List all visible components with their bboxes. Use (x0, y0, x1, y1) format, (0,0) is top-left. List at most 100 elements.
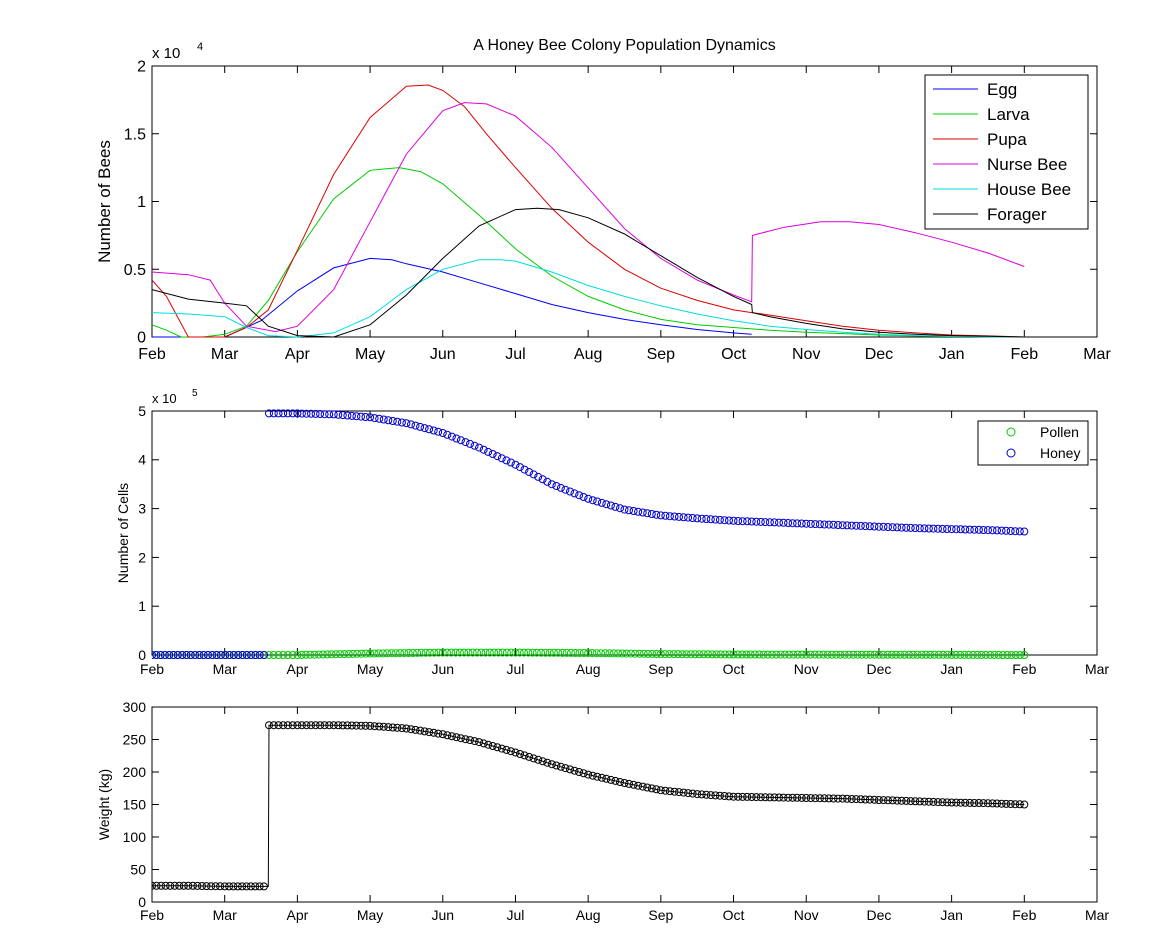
data-point-weight (161, 881, 170, 890)
data-point-weight (211, 882, 220, 891)
data-point-honey (775, 518, 783, 527)
data-point-weight (947, 798, 956, 807)
data-point-weight (974, 799, 983, 807)
data-point-honey (320, 410, 329, 419)
x-tick-label: Apr (285, 346, 311, 363)
data-point-honey (511, 460, 520, 469)
x-tick-label: Jan (940, 661, 963, 677)
data-point-pollen (969, 650, 977, 659)
legend-label-nurse-bee: Nurse Bee (987, 155, 1067, 174)
data-point-honey (588, 496, 597, 505)
data-point-honey (543, 477, 552, 486)
data-point-weight (856, 795, 865, 804)
data-point-weight (329, 721, 338, 730)
data-point-honey (861, 522, 870, 531)
data-point-weight (246, 882, 255, 891)
data-point-weight (416, 726, 425, 735)
data-point-pollen (314, 650, 323, 659)
data-point-weight (829, 794, 838, 803)
data-point-honey (765, 518, 774, 527)
data-point-pollen (810, 650, 819, 659)
data-point-honey (593, 497, 602, 506)
data-point-pollen (575, 649, 584, 657)
data-point-honey (579, 493, 588, 501)
data-point-weight (756, 793, 765, 802)
data-point-honey (370, 414, 379, 423)
data-point-honey (447, 432, 456, 441)
data-point-pollen (712, 650, 721, 659)
data-point-weight (493, 743, 502, 752)
data-point-honey (288, 409, 297, 418)
data-point-honey (570, 489, 579, 498)
data-point-weight (397, 724, 406, 733)
data-point-pollen (900, 650, 909, 659)
data-point-honey (479, 445, 488, 454)
data-point-pollen (994, 650, 1003, 659)
data-point-pollen (951, 650, 960, 659)
data-point-weight (984, 799, 992, 808)
data-point-pollen (678, 650, 687, 659)
x-tick-label: Mar (1085, 907, 1109, 923)
data-point-weight (179, 881, 188, 890)
data-point-honey (920, 524, 929, 533)
data-point-pollen (306, 650, 315, 659)
data-point-honey (283, 409, 292, 418)
data-point-weight (793, 793, 802, 802)
y-tick-label: 1.5 (124, 126, 146, 143)
data-point-pollen (947, 650, 956, 659)
data-point-weight (743, 792, 752, 801)
data-point-honey (384, 416, 393, 425)
data-point-honey (182, 651, 191, 659)
data-point-weight (643, 783, 652, 792)
data-point-honey (997, 526, 1006, 535)
data-point-honey (611, 502, 620, 511)
data-point-weight (157, 881, 166, 890)
data-point-pollen (793, 650, 802, 659)
data-point-pollen (652, 650, 661, 658)
y-tick-label: 1 (137, 194, 146, 211)
data-point-pollen (819, 650, 828, 659)
data-point-pollen (960, 650, 969, 659)
data-point-weight (820, 794, 829, 803)
data-point-honey (379, 415, 388, 424)
data-point-weight (761, 793, 770, 802)
data-point-pollen (532, 648, 541, 657)
data-point-weight (584, 770, 593, 779)
x-tick-label: Aug (574, 346, 602, 363)
data-point-weight (806, 794, 815, 803)
data-point-pollen (1007, 651, 1016, 659)
data-point-weight (334, 721, 343, 730)
data-point-weight (220, 882, 229, 891)
data-point-weight (311, 721, 320, 730)
x-tick-label: Sep (648, 661, 673, 677)
x-tick-label: Feb (1012, 661, 1036, 677)
data-point-weight (166, 881, 175, 890)
data-point-pollen (930, 650, 939, 659)
data-point-pollen (571, 649, 580, 657)
data-point-pollen (836, 650, 845, 659)
data-point-pollen (776, 650, 785, 659)
data-point-weight (861, 795, 870, 804)
data-point-honey (229, 651, 238, 659)
data-point-weight (906, 797, 915, 806)
data-point-honey (984, 526, 992, 535)
data-point-pollen (310, 650, 319, 659)
legend-label-house-bee: House Bee (987, 180, 1071, 199)
y-tick-label: 2 (138, 549, 146, 565)
data-point-honey (165, 651, 174, 659)
data-point-weight (729, 792, 738, 801)
data-point-honey (815, 520, 824, 529)
data-point-weight (552, 761, 561, 770)
data-point-pollen (545, 648, 554, 657)
data-point-weight (429, 728, 438, 737)
data-point-weight (566, 765, 574, 774)
data-point-weight (702, 790, 711, 799)
data-point-honey (169, 651, 178, 659)
data-point-weight (747, 793, 756, 801)
data-point-honey (238, 651, 247, 659)
data-point-weight (466, 736, 474, 745)
data-point-weight (479, 739, 488, 748)
data-point-weight (765, 793, 774, 802)
data-point-honey (606, 501, 615, 510)
data-point-pollen (609, 649, 618, 658)
